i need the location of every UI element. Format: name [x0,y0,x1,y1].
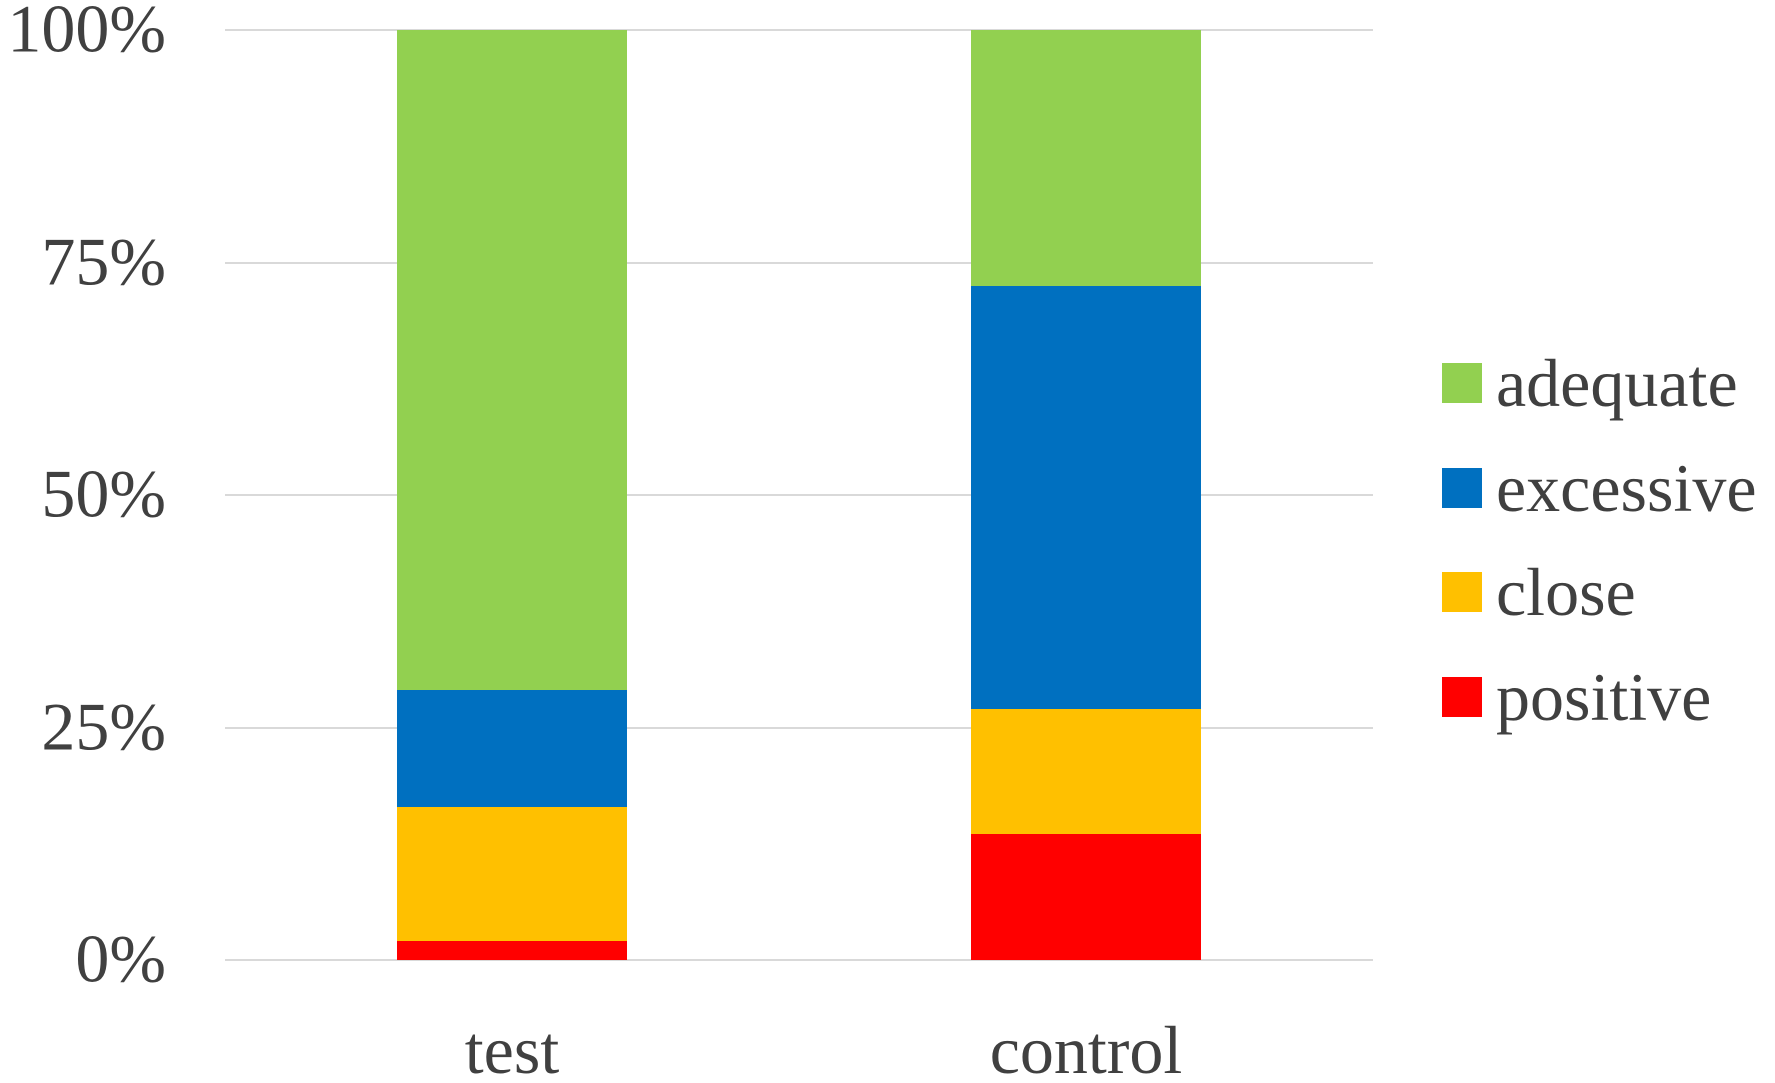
legend-label-positive: positive [1496,659,1712,736]
y-tick-label: 100% [7,0,166,67]
legend-label-adequate: adequate [1496,345,1738,421]
legend-swatch-adequate-icon [1442,363,1482,403]
y-tick-label: 25% [41,688,166,765]
legend-swatch-positive-icon [1442,677,1482,718]
bar-test [397,30,627,960]
bar-segment-test-excessive [397,690,627,807]
legend-item-excessive: excessive [1442,454,1757,522]
y-tick-label: 50% [41,455,166,532]
gridline-50 [225,494,1373,496]
legend-label-close: close [1496,554,1636,631]
gridline-25 [225,726,1373,729]
category-label-control: control [989,1012,1183,1083]
legend-label-excessive: excessive [1496,449,1757,526]
bar-segment-control-adequate [971,30,1201,286]
gridline-75 [225,261,1373,264]
legend-swatch-excessive-icon [1442,467,1482,508]
bar-segment-control-close [971,708,1201,835]
bar-segment-test-close [397,806,627,942]
y-tick-label: 75% [41,223,166,300]
bar-segment-control-positive [971,834,1201,960]
legend-swatch-close-icon [1442,572,1482,613]
category-label-test: test [464,1012,560,1083]
y-tick-label: 0% [75,920,166,997]
bar-segment-control-excessive [971,285,1201,709]
bar-segment-test-positive [397,941,627,960]
gridline-0 [225,959,1373,961]
gridline-100 [225,29,1373,31]
bar-segment-test-adequate [397,30,627,691]
legend-item-close: close [1442,558,1636,626]
legend-item-positive: positive [1442,663,1711,731]
legend-item-adequate: adequate [1442,349,1738,417]
bar-control [971,30,1201,960]
